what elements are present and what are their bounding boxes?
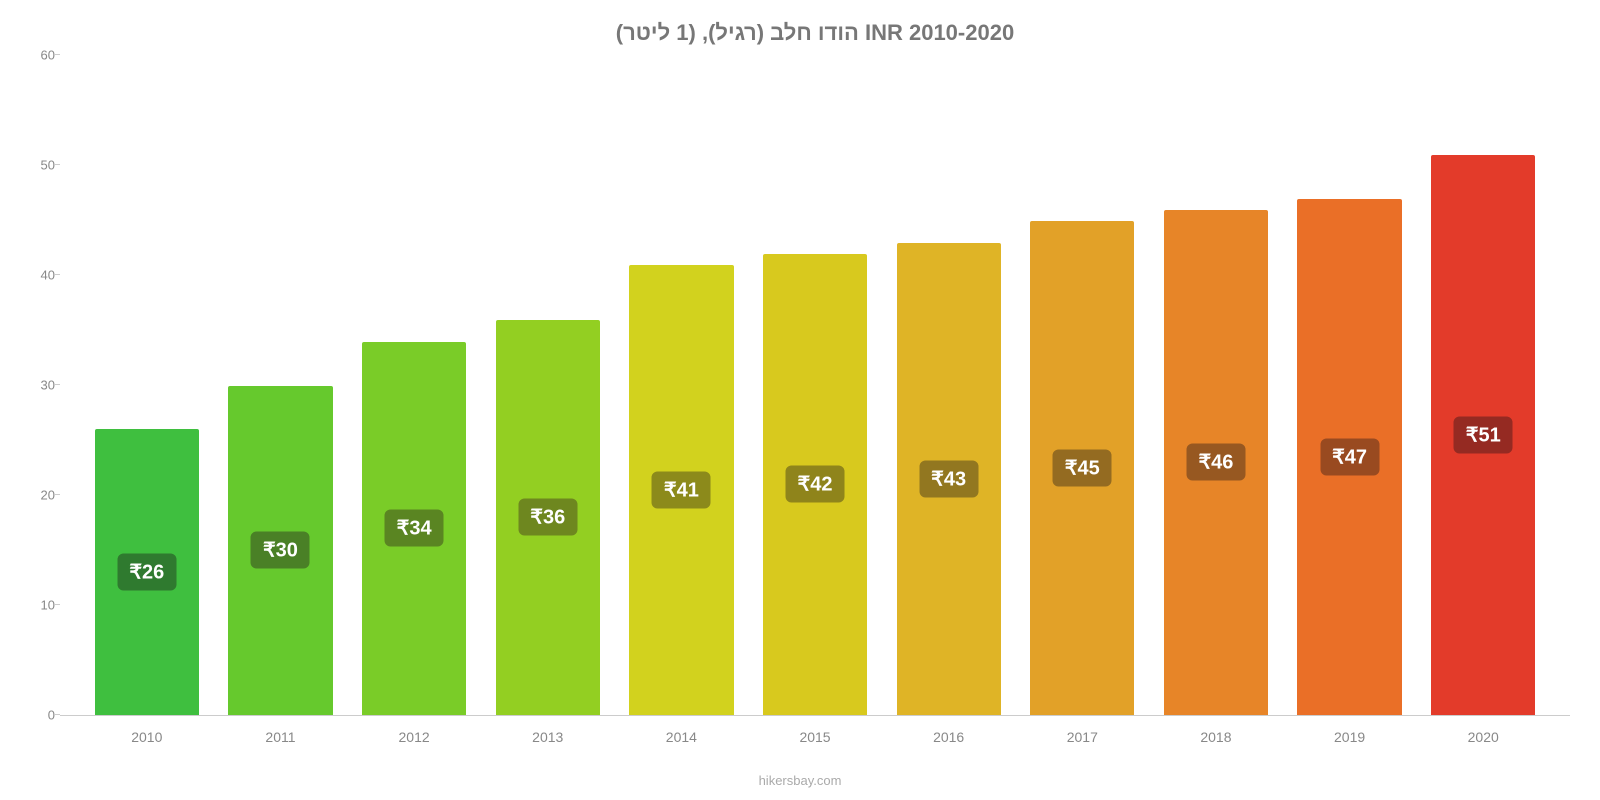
bar-slot: ₹34: [347, 56, 481, 715]
x-tick-label: 2013: [481, 729, 615, 745]
bar: ₹42: [763, 254, 867, 715]
bar-value-label: ₹43: [919, 460, 978, 497]
x-tick-label: 2016: [882, 729, 1016, 745]
bar-slot: ₹46: [1149, 56, 1283, 715]
y-tick-label: 0: [20, 708, 55, 723]
y-axis: 0102030405060: [20, 56, 55, 715]
bar: ₹34: [362, 342, 466, 715]
x-tick-label: 2014: [615, 729, 749, 745]
x-tick-label: 2012: [347, 729, 481, 745]
x-tick-label: 2010: [80, 729, 214, 745]
x-tick-label: 2015: [748, 729, 882, 745]
x-tick-label: 2020: [1416, 729, 1550, 745]
bar: ₹26: [95, 429, 199, 715]
bar: ₹47: [1297, 199, 1401, 715]
bar-value-label: ₹42: [786, 466, 845, 503]
bar-value-label: ₹45: [1053, 449, 1112, 486]
y-tick-mark: [55, 54, 60, 55]
bar: ₹43: [897, 243, 1001, 715]
bar: ₹45: [1030, 221, 1134, 715]
x-tick-label: 2019: [1283, 729, 1417, 745]
x-tick-label: 2018: [1149, 729, 1283, 745]
bar-value-label: ₹47: [1320, 438, 1379, 475]
bar: ₹51: [1431, 155, 1535, 715]
bar-value-label: ₹30: [251, 532, 310, 569]
y-tick-label: 10: [20, 598, 55, 613]
y-tick-label: 30: [20, 378, 55, 393]
bar-value-label: ₹26: [117, 554, 176, 591]
bar-value-label: ₹51: [1454, 416, 1513, 453]
bar-slot: ₹26: [80, 56, 214, 715]
x-tick-label: 2011: [214, 729, 348, 745]
chart-container: הודו חלב (רגיל), (1 ליטר) INR 2010-2020 …: [0, 0, 1600, 800]
bar-slot: ₹51: [1416, 56, 1550, 715]
attribution-label: hikersbay.com: [759, 773, 842, 788]
bar-slot: ₹42: [748, 56, 882, 715]
chart-title: הודו חלב (רגיל), (1 ליטר) INR 2010-2020: [60, 20, 1570, 46]
bar: ₹36: [496, 320, 600, 715]
bars-wrap: ₹26 ₹30 ₹34 ₹36 ₹41 ₹42 ₹43 ₹45 ₹46 ₹47 ₹51: [60, 56, 1570, 715]
bar: ₹46: [1164, 210, 1268, 715]
bar: ₹30: [228, 386, 332, 716]
y-tick-label: 60: [20, 48, 55, 63]
bar-slot: ₹47: [1283, 56, 1417, 715]
bar-slot: ₹30: [214, 56, 348, 715]
bar-slot: ₹36: [481, 56, 615, 715]
bar-slot: ₹45: [1015, 56, 1149, 715]
bar-value-label: ₹36: [518, 499, 577, 536]
plot-area: 0102030405060 ₹26₹30₹34₹36₹41₹42₹43₹45₹4…: [60, 56, 1570, 716]
x-axis: 2010201120122013201420152016201720182019…: [60, 729, 1570, 745]
bar-value-label: ₹34: [385, 510, 444, 547]
y-tick-label: 40: [20, 268, 55, 283]
bar-slot: ₹43: [882, 56, 1016, 715]
bar-value-label: ₹41: [652, 471, 711, 508]
bar-value-label: ₹46: [1186, 444, 1245, 481]
x-tick-label: 2017: [1015, 729, 1149, 745]
y-tick-label: 50: [20, 158, 55, 173]
y-tick-label: 20: [20, 488, 55, 503]
bar: ₹41: [629, 265, 733, 715]
bar-slot: ₹41: [615, 56, 749, 715]
